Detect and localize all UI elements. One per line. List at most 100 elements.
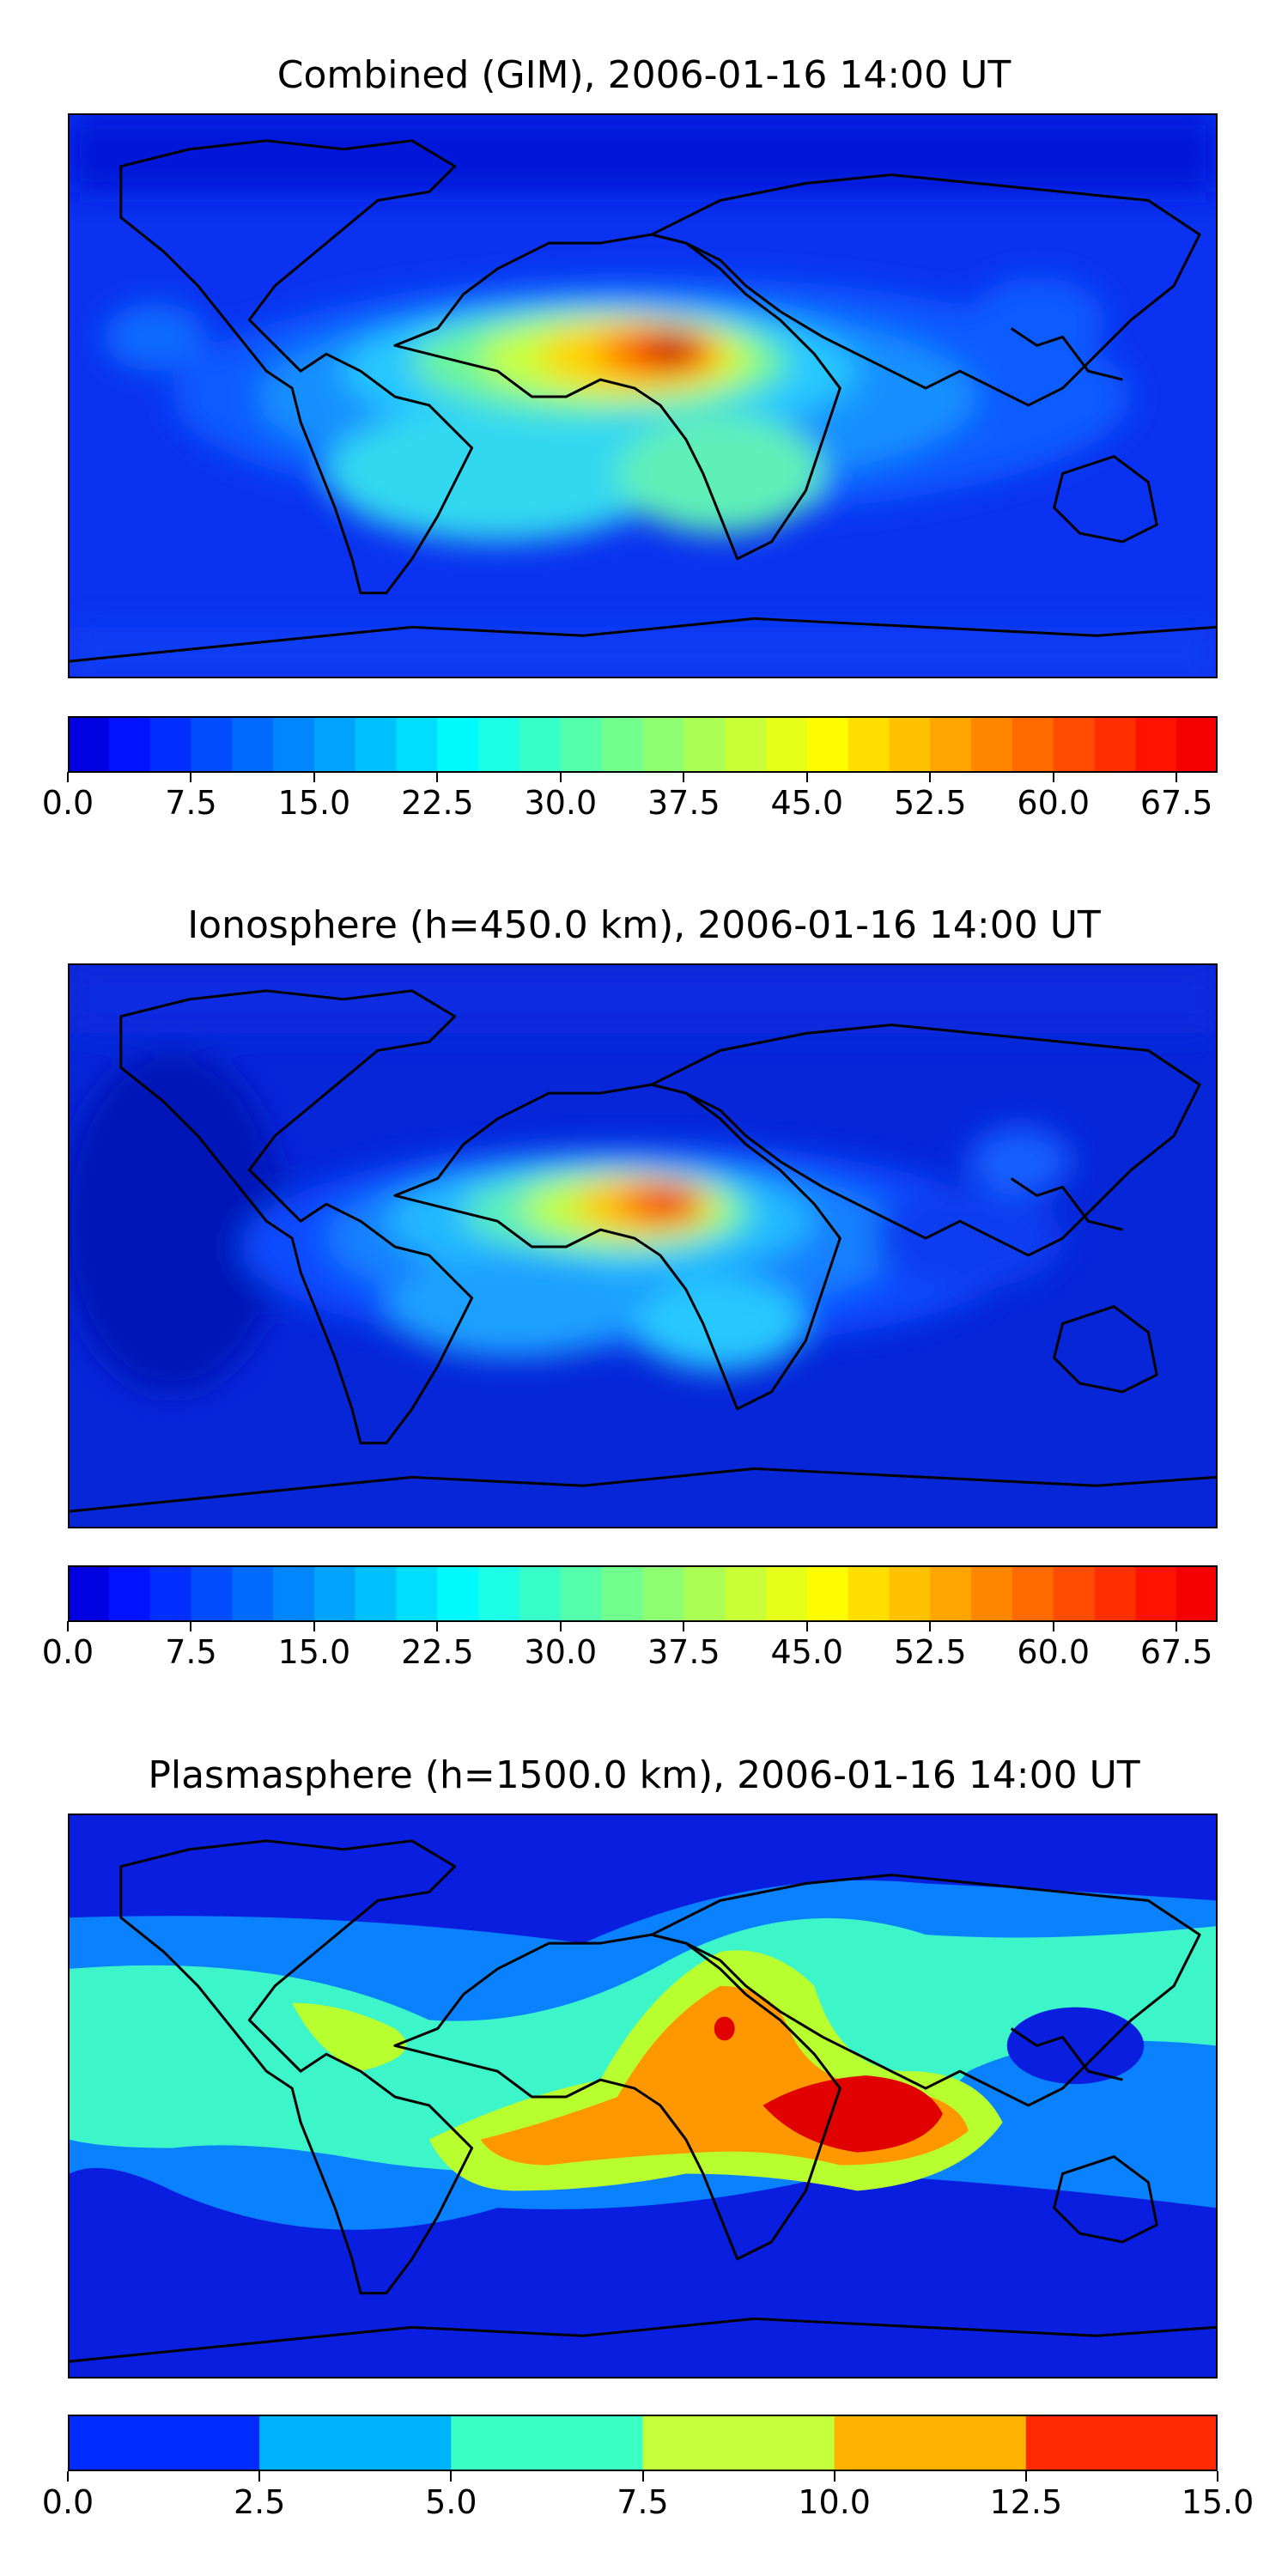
colorbar-tick-label: 0.0 <box>41 784 94 822</box>
colorbar-tick-label: 45.0 <box>770 1633 844 1671</box>
panel-1-colorbar <box>68 716 1218 773</box>
colorbar-tick-label: 10.0 <box>798 2483 871 2521</box>
colorbar-segment <box>108 1565 151 1622</box>
panel-2-heatmap <box>70 965 1216 1527</box>
colorbar-tick-label: 67.5 <box>1139 1633 1213 1671</box>
colorbar-segment <box>1012 1565 1054 1622</box>
colorbar-segment <box>68 1565 110 1622</box>
colorbar-segment <box>191 1565 233 1622</box>
colorbar-tick-mark <box>683 772 685 782</box>
colorbar-tick-mark <box>1024 2471 1027 2482</box>
colorbar-segment <box>451 2415 643 2471</box>
panel-3-colorbar <box>68 2415 1218 2471</box>
colorbar-segment <box>765 716 808 773</box>
colorbar-tick-label: 22.5 <box>401 1633 474 1671</box>
colorbar-segment <box>1094 1565 1136 1622</box>
panel-2-colorbar <box>68 1565 1218 1622</box>
colorbar-segment <box>601 716 643 773</box>
colorbar-segment <box>355 1565 398 1622</box>
colorbar-tick-label: 22.5 <box>401 784 474 822</box>
colorbar-segment <box>806 716 849 773</box>
colorbar-segment <box>149 716 191 773</box>
colorbar-tick-label: 7.5 <box>165 1633 217 1671</box>
panel-3-heatmap <box>70 1815 1216 2377</box>
colorbar-tick-mark <box>805 772 808 782</box>
colorbar-tick-label: 37.5 <box>647 784 720 822</box>
colorbar-tick-label: 52.5 <box>893 1633 967 1671</box>
colorbar-tick-mark <box>1176 1621 1178 1631</box>
colorbar-segment <box>259 2415 452 2471</box>
colorbar-tick-label: 0.0 <box>41 1633 94 1671</box>
colorbar-segment <box>396 1565 438 1622</box>
colorbar-tick-mark <box>313 1621 315 1631</box>
colorbar-segment <box>806 1565 849 1622</box>
colorbar-tick-mark <box>67 2471 69 2482</box>
panel-2-colorbar-ticks: 0.0 7.5 15.0 22.5 30.0 37.5 45.0 52.5 60.0 67.5 <box>42 1621 1218 1676</box>
colorbar-segment <box>273 1565 315 1622</box>
colorbar-tick-mark <box>929 772 932 782</box>
colorbar-segment <box>725 1565 767 1622</box>
colorbar-segment <box>848 716 890 773</box>
colorbar-tick-label: 60.0 <box>1017 1633 1091 1671</box>
colorbar-tick-mark <box>258 2471 261 2482</box>
colorbar-segment <box>396 716 438 773</box>
colorbar-segment <box>1094 716 1136 773</box>
colorbar-tick-label: 0.0 <box>41 2483 94 2521</box>
colorbar-tick-mark <box>67 772 69 782</box>
colorbar-segment <box>519 716 562 773</box>
colorbar-segment <box>848 1565 890 1622</box>
colorbar-segment <box>149 1565 191 1622</box>
colorbar-tick-label: 15.0 <box>1181 2483 1255 2521</box>
colorbar-tick-label: 52.5 <box>893 784 967 822</box>
colorbar-segment <box>313 716 356 773</box>
colorbar-tick-mark <box>190 1621 192 1631</box>
colorbar-segment <box>437 1565 479 1622</box>
colorbar-segment <box>273 716 315 773</box>
colorbar-tick-mark <box>683 1621 685 1631</box>
colorbar-tick-mark <box>641 2471 644 2482</box>
colorbar-segment <box>437 716 479 773</box>
colorbar-segment <box>108 716 151 773</box>
colorbar-tick-mark <box>1052 772 1054 782</box>
colorbar-tick-mark <box>450 2471 453 2482</box>
panel-2-title: Ionosphere (h=450.0 km), 2006-01-16 14:0… <box>187 903 1101 947</box>
colorbar-tick-label: 15.0 <box>277 784 351 822</box>
colorbar-segment <box>889 1565 931 1622</box>
colorbar-tick-mark <box>436 772 439 782</box>
colorbar-segment <box>642 2415 835 2471</box>
panel-3-colorbar-ticks: 0.0 2.5 5.0 7.5 10.0 12.5 15.0 <box>42 2471 1254 2526</box>
colorbar-segment <box>725 716 767 773</box>
colorbar-segment <box>560 1565 603 1622</box>
colorbar-segment <box>191 716 233 773</box>
colorbar-segment <box>1176 1565 1218 1622</box>
colorbar-segment <box>232 1565 274 1622</box>
colorbar-tick-label: 30.0 <box>524 784 598 822</box>
panel-3-map <box>68 1814 1218 2379</box>
colorbar-segment <box>232 716 274 773</box>
colorbar-segment <box>355 716 398 773</box>
colorbar-segment <box>68 2415 260 2471</box>
colorbar-tick-mark <box>436 1621 439 1631</box>
colorbar-segment <box>930 1565 972 1622</box>
colorbar-segment <box>1135 716 1177 773</box>
colorbar-segment <box>1053 716 1096 773</box>
colorbar-segment <box>1135 1565 1177 1622</box>
colorbar-tick-label: 15.0 <box>277 1633 351 1671</box>
colorbar-segment <box>313 1565 356 1622</box>
colorbar-segment <box>68 716 110 773</box>
panel-1-heatmap <box>70 115 1216 677</box>
colorbar-segment <box>765 1565 808 1622</box>
colorbar-tick-label: 7.5 <box>165 784 217 822</box>
colorbar-segment <box>889 716 931 773</box>
panel-1-colorbar-ticks: 0.0 7.5 15.0 22.5 30.0 37.5 45.0 52.5 60.0 67.5 <box>42 772 1218 827</box>
colorbar-segment <box>971 1565 1013 1622</box>
colorbar-tick-label: 67.5 <box>1139 784 1213 822</box>
colorbar-segment <box>834 2415 1027 2471</box>
panel-3-title: Plasmasphere (h=1500.0 km), 2006-01-16 1… <box>148 1753 1140 1797</box>
panel-1-map <box>68 113 1218 678</box>
colorbar-segment <box>1025 2415 1218 2471</box>
panel-1-title: Combined (GIM), 2006-01-16 14:00 UT <box>276 53 1012 97</box>
colorbar-segment <box>683 1565 726 1622</box>
colorbar-tick-mark <box>559 772 562 782</box>
colorbar-segment <box>519 1565 562 1622</box>
